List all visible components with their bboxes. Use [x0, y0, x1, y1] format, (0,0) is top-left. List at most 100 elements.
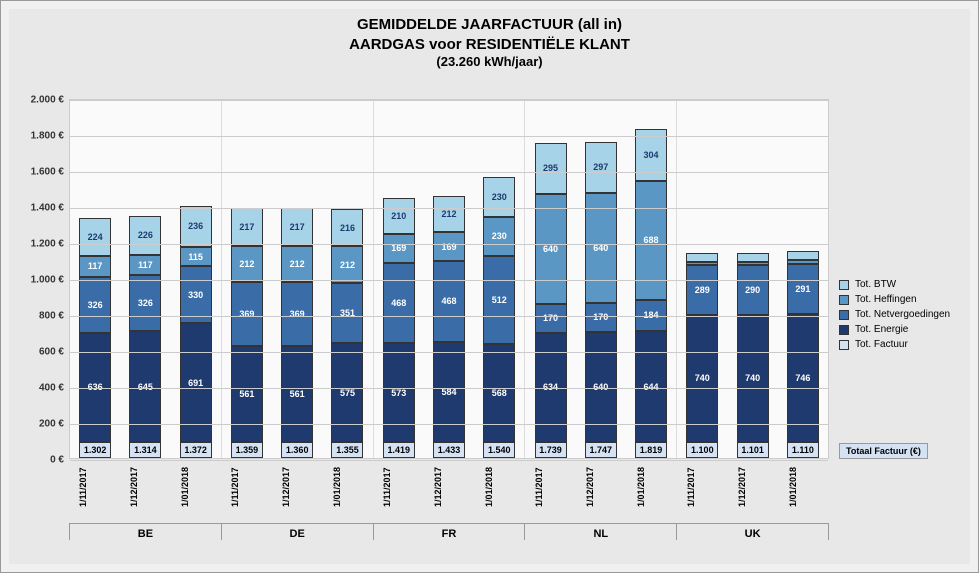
bar: 2172123695611.360: [281, 100, 313, 458]
x-date-label: 1/12/2017: [433, 459, 465, 519]
bar: 2302305125681.540: [483, 100, 515, 458]
legend-item: Tot. Heffingen: [839, 294, 950, 305]
gridline: [70, 280, 828, 281]
bar-segment-btw: [787, 251, 819, 260]
bar: 2241173266361.302: [79, 100, 111, 458]
title-line-3: (23.260 kWh/jaar): [9, 54, 970, 71]
bar-segment-heffingen: 212: [331, 246, 363, 282]
legend-item: Tot. Netvergoedingen: [839, 309, 950, 320]
legend-label: Tot. BTW: [855, 279, 896, 290]
legend-swatch: [839, 325, 849, 335]
total-value-box: 1.372: [180, 442, 212, 458]
bar-segment-heffingen: 230: [483, 217, 515, 257]
bar: 2907401.101: [737, 100, 769, 458]
bar-segment-netvergoedingen: 369: [281, 282, 313, 345]
total-value-box: 1.302: [79, 442, 111, 458]
bar-segment-btw: 216: [331, 209, 363, 246]
x-date-label: 1/11/2017: [230, 459, 262, 519]
bar: 2917461.110: [787, 100, 819, 458]
country-label: DE: [222, 523, 374, 540]
country-label: UK: [677, 523, 829, 540]
y-tick-label: 0 €: [50, 455, 64, 466]
bars-row: 2241173266361.3022261173266451.314236115…: [70, 100, 828, 458]
y-tick-label: 200 €: [39, 419, 64, 430]
bar: 2897401.100: [686, 100, 718, 458]
country-label: BE: [69, 523, 222, 540]
gridline: [70, 352, 828, 353]
legend-label: Tot. Netvergoedingen: [855, 309, 950, 320]
bar: 2121694685841.433: [433, 100, 465, 458]
bar-segment-btw: [686, 253, 718, 262]
total-value-box: 1.360: [281, 442, 313, 458]
y-tick-label: 800 €: [39, 311, 64, 322]
y-tick-label: 1.400 €: [31, 203, 64, 214]
legend-swatch: [839, 280, 849, 290]
legend-swatch: [839, 310, 849, 320]
bar-segment-btw: 236: [180, 206, 212, 247]
gridline: [70, 172, 828, 173]
bar-group-uk: 2897401.100 2907401.101 2917461.110: [677, 100, 828, 458]
x-date-label: 1/11/2017: [686, 459, 718, 519]
bar: 2956401706341.739: [535, 100, 567, 458]
bar-segment-energie: 645: [129, 331, 161, 442]
gridline: [70, 100, 828, 101]
x-axis-countries: BEDEFRNLUK: [69, 523, 829, 540]
x-group: 1/11/20171/12/20171/01/2018: [373, 459, 525, 519]
bar-segment-energie: 568: [483, 344, 515, 442]
bar-segment-netvergoedingen: 326: [129, 275, 161, 331]
bar-segment-energie: 740: [737, 315, 769, 442]
y-tick-label: 400 €: [39, 383, 64, 394]
gridline: [70, 316, 828, 317]
chart-title-block: GEMIDDELDE JAARFACTUUR (all in) AARDGAS …: [9, 9, 970, 71]
bar-segment-energie: 573: [383, 343, 415, 442]
total-value-box: 1.819: [635, 442, 667, 458]
bar-segment-netvergoedingen: 468: [433, 261, 465, 341]
x-date-label: 1/12/2017: [585, 459, 617, 519]
legend-label: Tot. Heffingen: [855, 294, 917, 305]
x-date-label: 1/11/2017: [534, 459, 566, 519]
legend: Tot. BTW Tot. Heffingen Tot. Netvergoeding…: [839, 279, 950, 354]
bar-segment-energie: 640: [585, 332, 617, 442]
total-value-box: 1.110: [787, 442, 819, 458]
plot-area: 2241173266361.3022261173266451.314236115…: [69, 99, 829, 459]
total-value-box: 1.314: [129, 442, 161, 458]
y-tick-label: 1.000 €: [31, 275, 64, 286]
bar: 2976401706401.747: [585, 100, 617, 458]
y-tick-label: 1.600 €: [31, 167, 64, 178]
total-value-box: 1.739: [535, 442, 567, 458]
bar-segment-energie: 644: [635, 331, 667, 442]
gridline: [70, 136, 828, 137]
bar-group-fr: 2101694685731.4192121694685841.433230230…: [374, 100, 526, 458]
bar-group-be: 2241173266361.3022261173266451.314236115…: [70, 100, 222, 458]
bar-segment-btw: 297: [585, 142, 617, 193]
bar-segment-energie: 584: [433, 342, 465, 442]
bar-segment-netvergoedingen: 170: [585, 303, 617, 332]
legend-swatch: [839, 295, 849, 305]
x-date-label: 1/01/2018: [180, 459, 212, 519]
bar-segment-btw: 226: [129, 216, 161, 255]
bar-segment-heffingen: 117: [79, 256, 111, 276]
x-date-label: 1/01/2018: [636, 459, 668, 519]
bar-segment-heffingen: 688: [635, 181, 667, 299]
bar-segment-heffingen: 169: [433, 232, 465, 261]
bar-segment-heffingen: 212: [231, 246, 263, 282]
bar-segment-energie: 575: [331, 343, 363, 442]
bar-segment-netvergoedingen: 290: [737, 265, 769, 315]
country-label: NL: [525, 523, 677, 540]
x-date-label: 1/12/2017: [737, 459, 769, 519]
x-date-label: 1/11/2017: [382, 459, 414, 519]
gridline: [70, 208, 828, 209]
x-group: 1/11/20171/12/20171/01/2018: [69, 459, 221, 519]
bar-segment-heffingen: 212: [281, 246, 313, 282]
title-line-1: GEMIDDELDE JAARFACTUUR (all in): [9, 15, 970, 35]
bar: 2361153306911.372: [180, 100, 212, 458]
bar-segment-netvergoedingen: 326: [79, 277, 111, 333]
bar-segment-netvergoedingen: 291: [787, 264, 819, 314]
chart-container: GEMIDDELDE JAARFACTUUR (all in) AARDGAS …: [0, 0, 979, 573]
legend-label: Tot. Energie: [855, 324, 908, 335]
total-value-box: 1.100: [686, 442, 718, 458]
x-axis-dates: 1/11/20171/12/20171/01/20181/11/20171/12…: [69, 459, 829, 519]
bar: 3046881846441.819: [635, 100, 667, 458]
bar: 2162123515751.355: [331, 100, 363, 458]
y-tick-label: 2.000 €: [31, 95, 64, 106]
